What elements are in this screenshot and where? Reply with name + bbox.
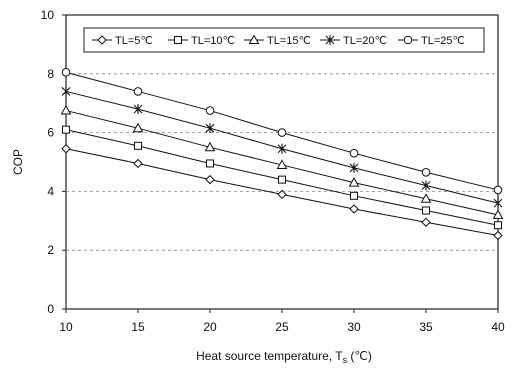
series-1 [62,125,502,230]
series-0-point-3 [277,189,287,200]
series-2-point-0 [60,105,72,115]
series-2 [60,105,504,219]
series-0-point-0 [61,144,71,154]
y-tick-label-5: 10 [41,8,55,22]
series-4-point-1 [133,87,143,96]
y-tick-label-4: 8 [47,67,54,81]
series-3-point-4 [349,162,359,173]
y-axis-ticks: 0 2 4 6 8 10 [41,8,66,316]
series-1-point-4 [350,191,358,200]
legend-marker-1 [174,36,182,44]
legend: TL=5℃ TL=10℃ TL=15℃ TL=20℃ TL=25℃ [83,27,485,53]
x-axis-label: Heat source temperature, Ts (℃) [196,349,372,365]
series-4-point-2 [205,106,215,115]
series-1-point-1 [134,141,142,150]
y-axis-label: COP [11,149,25,175]
series-group [60,68,504,241]
legend-entry-3: TL=20℃ [320,35,387,47]
x-axis-label-main: Heat source temperature, T [196,349,343,363]
y-tick-label-1: 2 [47,243,54,257]
series-1-point-0 [62,125,70,134]
legend-entry-2: TL=15℃ [244,34,311,47]
series-2-point-4 [348,177,360,187]
series-4-point-5 [421,167,431,177]
series-2-point-5 [420,193,432,203]
series-2-point-1 [132,122,144,133]
series-2-point-6 [492,209,504,219]
series-0-point-6 [493,230,503,241]
series-3-point-0 [61,86,71,97]
series-4 [61,68,503,195]
y-tick-label-0: 0 [47,302,54,316]
legend-entry-4: TL=25℃ [398,35,465,47]
series-2-point-3 [276,159,288,169]
series-0-point-1 [133,158,143,169]
series-4-point-4 [349,148,359,158]
series-3-point-3 [277,143,287,154]
series-4-point-0 [61,68,71,77]
legend-label-0: TL=5℃ [115,35,153,47]
x-axis-label-unit: (℃) [347,349,372,363]
x-tick-label-1: 15 [131,320,145,334]
series-3-point-2 [205,123,215,134]
series-2-point-2 [204,141,216,152]
series-4-point-6 [493,185,503,195]
x-tick-label-2: 20 [203,320,217,334]
series-1-point-6 [494,221,502,230]
series-0-point-4 [349,204,359,214]
series-3-point-1 [133,104,143,115]
series-1-point-2 [206,159,214,168]
legend-label-1: TL=10℃ [191,35,235,47]
series-4-point-3 [277,128,287,137]
series-3 [61,86,503,209]
series-1-point-3 [278,175,286,184]
x-axis-ticks: 10 15 20 25 30 35 40 [59,309,505,334]
x-axis-label-sub: s [343,355,348,365]
x-tick-label-6: 40 [491,320,505,334]
series-1-point-5 [422,206,430,215]
legend-marker-2 [248,34,260,44]
series-3-point-6 [493,198,503,209]
legend-entry-0: TL=5℃ [92,35,153,47]
x-tick-label-4: 30 [347,320,361,334]
y-tick-label-2: 4 [47,184,54,198]
x-tick-label-0: 10 [59,320,73,334]
legend-label-3: TL=20℃ [343,35,387,47]
legend-marker-0 [97,35,107,45]
series-0-point-2 [205,174,215,185]
y-tick-label-3: 6 [47,126,54,140]
x-tick-label-3: 25 [275,320,289,334]
legend-label-4: TL=25℃ [421,35,465,47]
series-0-point-5 [421,217,431,227]
legend-entry-1: TL=10℃ [168,35,235,47]
legend-label-2: TL=15℃ [267,35,311,47]
legend-marker-3 [325,35,335,45]
series-0 [61,144,503,241]
series-3-point-5 [421,180,431,191]
x-tick-label-5: 35 [419,320,433,334]
legend-marker-4 [403,35,413,45]
